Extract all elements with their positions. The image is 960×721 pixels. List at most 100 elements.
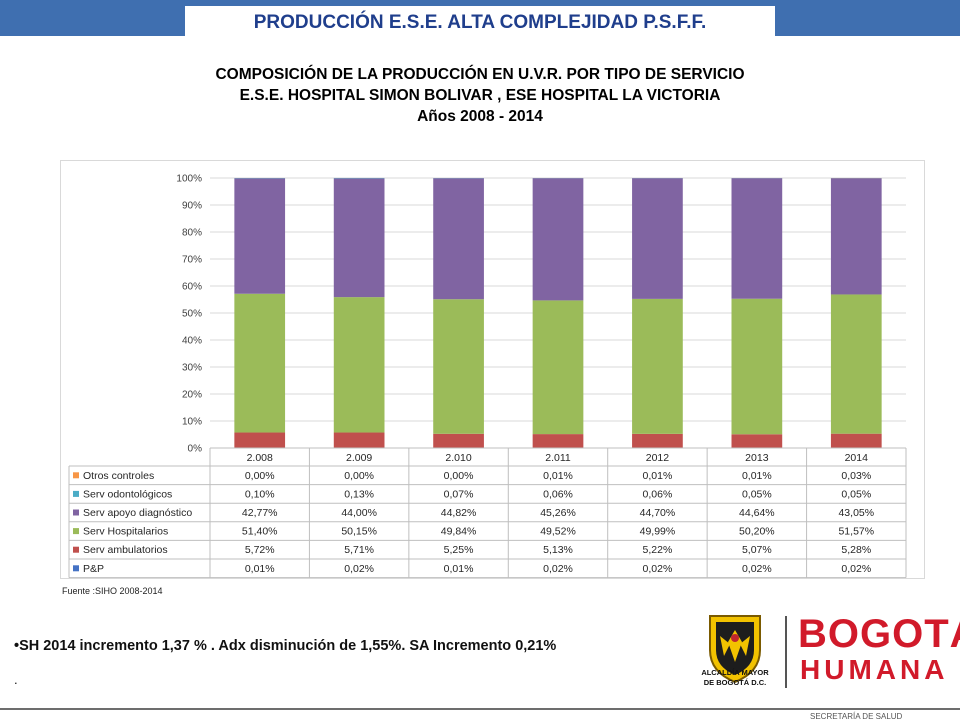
data-label: 42,77% [242, 507, 278, 519]
summary-note: •SH 2014 incremento 1,37 % . Adx disminu… [14, 638, 556, 654]
y-tick-label: 70% [182, 255, 202, 266]
chart-area: 0% 10% 20% 30% 40% 50% 60% 70% 80% 90% 100% 2.008 2.… [60, 160, 925, 579]
bar-segment [831, 294, 882, 433]
bar-segment [632, 434, 683, 448]
bar-segment [632, 299, 683, 434]
logo-caption-line1: ALCALDÍA MAYOR [680, 668, 790, 677]
y-tick-label: 40% [182, 336, 202, 347]
chart-title-line2: E.S.E. HOSPITAL SIMON BOLIVAR , ESE HOSP… [100, 87, 860, 105]
legend-label: P&P [83, 563, 104, 575]
bar-segment [334, 433, 385, 448]
data-label: 44,70% [640, 507, 676, 519]
x-category-label: 2.009 [346, 452, 372, 464]
bar-segment [234, 433, 285, 448]
legend-label: Serv Hospitalarios [83, 526, 168, 538]
legend-swatch [73, 472, 79, 478]
data-label: 5,72% [245, 544, 275, 556]
data-label: 0,02% [344, 563, 374, 575]
chart-title-line1: COMPOSICIÓN DE LA PRODUCCIÓN EN U.V.R. P… [100, 66, 860, 84]
x-category-label: 2.010 [445, 452, 471, 464]
legend-swatch [73, 491, 79, 497]
data-label: 0,01% [643, 470, 673, 482]
data-label: 44,82% [441, 507, 477, 519]
legend-label: Serv ambulatorios [83, 544, 168, 556]
legend-swatch [73, 510, 79, 516]
data-label: 0,07% [444, 488, 474, 500]
bar-segment [234, 178, 285, 293]
summary-dot: . [14, 672, 18, 687]
y-tick-label: 20% [182, 390, 202, 401]
data-label: 45,26% [540, 507, 576, 519]
legend-swatch [73, 565, 79, 571]
legend-swatch [73, 547, 79, 553]
y-tick-label: 10% [182, 417, 202, 428]
data-label: 0,00% [245, 470, 275, 482]
data-label: 0,05% [742, 488, 772, 500]
bar-segment [334, 297, 385, 432]
x-category-label: 2014 [845, 452, 869, 464]
data-label: 5,22% [643, 544, 673, 556]
data-label: 0,06% [543, 488, 573, 500]
logo-caption-line2: DE BOGOTÁ D.C. [680, 678, 790, 687]
legend-label: Serv apoyo diagnóstico [83, 507, 192, 519]
x-category-label: 2.008 [247, 452, 273, 464]
y-tick-label: 30% [182, 363, 202, 374]
bar-segment [632, 178, 683, 299]
data-label: 0,05% [841, 488, 871, 500]
y-tick-label: 0% [188, 444, 203, 455]
data-label: 0,10% [245, 488, 275, 500]
legend-label: Otros controles [83, 470, 154, 482]
data-label: 0,00% [444, 470, 474, 482]
y-tick-label: 50% [182, 309, 202, 320]
data-label: 51,40% [242, 526, 278, 538]
bar-segment [732, 299, 783, 435]
data-label: 0,03% [841, 470, 871, 482]
x-category-label: 2013 [745, 452, 769, 464]
data-label: 5,13% [543, 544, 573, 556]
y-tick-label: 100% [176, 174, 202, 185]
legend-label: Serv odontológicos [83, 488, 172, 500]
bar-segment [533, 178, 584, 300]
data-label: 0,06% [643, 488, 673, 500]
data-label: 0,01% [742, 470, 772, 482]
bar-segment [533, 434, 584, 448]
data-label: 44,64% [739, 507, 775, 519]
bar-segment [732, 178, 783, 299]
bar-segment [831, 434, 882, 448]
x-category-label: 2.011 [545, 452, 571, 464]
data-label: 49,84% [441, 526, 477, 538]
y-tick-label: 60% [182, 282, 202, 293]
data-label: 0,02% [643, 563, 673, 575]
bar-segment [433, 178, 484, 299]
bar-segment [433, 299, 484, 434]
stacked-bar-chart: 0% 10% 20% 30% 40% 50% 60% 70% 80% 90% 100% 2.008 2.… [61, 161, 924, 578]
bar-segment [533, 300, 584, 434]
data-label: 5,25% [444, 544, 474, 556]
page-banner: PRODUCCIÓN E.S.E. ALTA COMPLEJIDAD P.S.F… [185, 6, 775, 40]
data-label: 49,52% [540, 526, 576, 538]
bar-segment [831, 178, 882, 294]
data-label: 5,71% [344, 544, 374, 556]
data-label: 0,01% [245, 563, 275, 575]
data-label: 0,13% [344, 488, 374, 500]
y-tick-label: 90% [182, 201, 202, 212]
data-label: 50,20% [739, 526, 775, 538]
chart-title-line3: Años 2008 - 2014 [100, 108, 860, 126]
data-label: 0,02% [742, 563, 772, 575]
bar-segment [433, 434, 484, 448]
data-label: 5,28% [841, 544, 871, 556]
data-label: 0,00% [344, 470, 374, 482]
data-label: 43,05% [838, 507, 874, 519]
bar-segment [234, 294, 285, 433]
legend-swatch [73, 528, 79, 534]
bar-segment [732, 434, 783, 448]
y-tick-label: 80% [182, 228, 202, 239]
data-label: 0,02% [543, 563, 573, 575]
data-label: 0,01% [444, 563, 474, 575]
brand-logo-line2: HUMANA [800, 654, 948, 686]
data-label: 44,00% [341, 507, 377, 519]
data-label: 5,07% [742, 544, 772, 556]
logo-divider [785, 616, 787, 688]
data-label: 0,02% [841, 563, 871, 575]
brand-logo-line1: BOGOTÁ [798, 612, 960, 657]
